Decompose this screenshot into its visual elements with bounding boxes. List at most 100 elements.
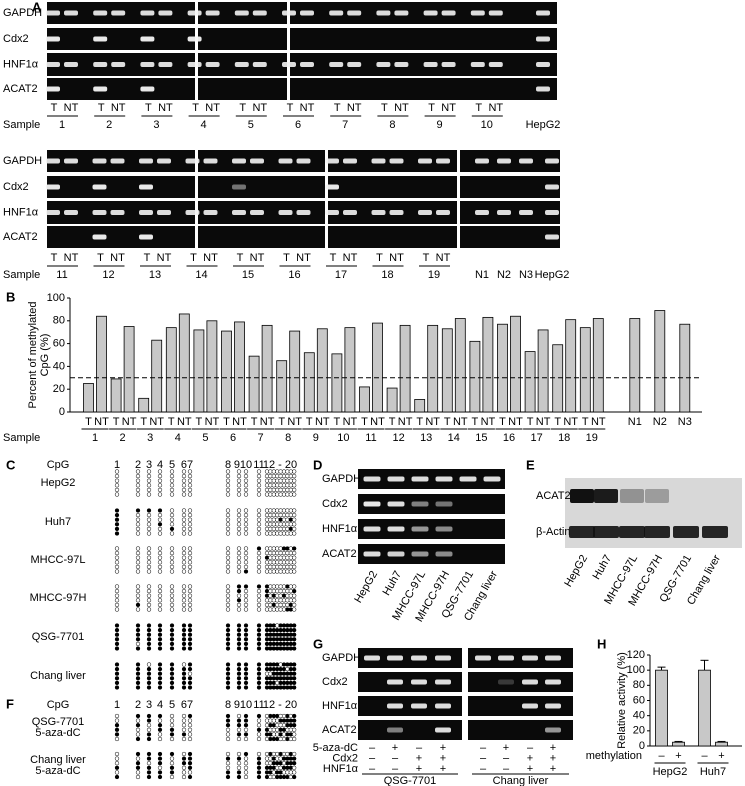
cpg-dot xyxy=(187,487,193,493)
band xyxy=(64,62,78,67)
cpg-dot xyxy=(256,550,262,556)
panel-label: F xyxy=(6,696,14,711)
band xyxy=(46,10,60,16)
cpg-dot xyxy=(146,469,152,474)
cpg-dot xyxy=(187,718,193,723)
gel xyxy=(468,648,573,668)
cpg-dot xyxy=(114,512,120,518)
cpg-dot xyxy=(114,473,120,479)
y-tick-label: 80 xyxy=(633,679,645,691)
cpg-dot xyxy=(292,632,297,637)
cpg-dot xyxy=(292,774,297,780)
sample-label: HepG2 xyxy=(535,269,570,281)
x-tick-label: NT xyxy=(287,416,302,428)
band xyxy=(411,476,429,482)
cpg-dot xyxy=(256,602,262,608)
cpg-dot xyxy=(292,588,297,594)
cpg-dot xyxy=(181,756,187,761)
band xyxy=(185,210,200,215)
x-tick-label: T xyxy=(140,416,147,428)
cpg-dot xyxy=(114,478,120,483)
x-tick-label: NT xyxy=(343,416,358,428)
cpg-dot xyxy=(181,607,187,612)
band xyxy=(545,703,561,709)
band xyxy=(387,526,405,532)
y-tick-label: 20 xyxy=(53,383,65,395)
cpg-dot xyxy=(225,680,231,686)
cpg-dot xyxy=(243,641,249,647)
cpg-dot xyxy=(181,522,187,527)
cpg-dot xyxy=(181,666,187,672)
cpg-dot xyxy=(187,680,193,686)
lane-label: Huh7 xyxy=(591,553,615,582)
cpg-dot xyxy=(225,718,231,723)
band xyxy=(376,10,391,16)
cpg-dot xyxy=(292,478,297,483)
lane-label: NT xyxy=(296,252,311,264)
lane-label: T xyxy=(51,102,58,114)
cpg-dot xyxy=(135,751,141,757)
band xyxy=(140,36,155,42)
treatment-label: 5-aza-dC xyxy=(35,765,80,777)
group-label: 10 xyxy=(337,432,349,444)
x-tick-label: T xyxy=(196,416,203,428)
cpg-dot xyxy=(157,751,163,757)
cpg-dot xyxy=(157,487,163,493)
band xyxy=(435,501,453,507)
cpg-dot xyxy=(256,685,262,690)
cpg-dot xyxy=(146,508,152,513)
cpg-dot xyxy=(146,756,152,761)
bar xyxy=(372,322,383,413)
band xyxy=(187,36,202,42)
cpg-dot xyxy=(187,569,193,574)
band xyxy=(250,210,264,215)
cpg-dot xyxy=(146,602,152,608)
cpg-dot xyxy=(135,727,141,732)
band xyxy=(536,62,550,67)
axis-label: Sample xyxy=(3,119,40,131)
gel xyxy=(358,696,462,716)
treatment-sign: + xyxy=(440,752,446,764)
band xyxy=(64,210,78,215)
cpg-dot xyxy=(181,713,187,719)
treatment-sign: – xyxy=(480,742,487,754)
cpg-dot xyxy=(236,732,242,737)
cpg-dot xyxy=(157,713,163,719)
cpg-dot xyxy=(146,770,152,775)
cpg-dot xyxy=(256,723,262,728)
cpg-dot xyxy=(225,723,231,728)
cpg-dot xyxy=(114,676,120,681)
cpg-dot xyxy=(114,564,120,570)
x-tick-label: N2 xyxy=(653,416,667,428)
sample-label: 4 xyxy=(201,119,207,131)
cpg-dot xyxy=(225,662,231,667)
band xyxy=(435,727,451,733)
cpg-dot xyxy=(187,770,193,775)
cpg-dot xyxy=(187,550,193,556)
cpg-dot xyxy=(256,676,262,681)
cpg-dot xyxy=(292,560,297,565)
cpg-dot xyxy=(243,517,249,522)
cpg-dot xyxy=(114,718,120,723)
band xyxy=(234,62,249,67)
cpg-dot xyxy=(187,593,193,598)
cpg-site: 3 xyxy=(146,699,152,711)
cpg-dot xyxy=(146,627,152,633)
cpg-dot xyxy=(114,546,120,551)
band xyxy=(475,158,489,164)
cpg-dot xyxy=(146,560,152,565)
band xyxy=(325,210,339,215)
cpg-dot xyxy=(236,736,242,742)
cpg-dot xyxy=(187,685,193,690)
cpg-dot xyxy=(135,555,141,560)
cpg-dot xyxy=(292,751,297,757)
gel xyxy=(358,519,505,539)
bar xyxy=(178,313,190,413)
sample-label: 3 xyxy=(153,119,159,131)
bar xyxy=(316,328,328,413)
cpg-dot xyxy=(114,531,120,536)
cpg-dot xyxy=(169,473,175,479)
cpg-dot xyxy=(114,680,120,686)
cpg-site: 2 xyxy=(135,459,141,471)
cpg-dot xyxy=(187,774,193,780)
